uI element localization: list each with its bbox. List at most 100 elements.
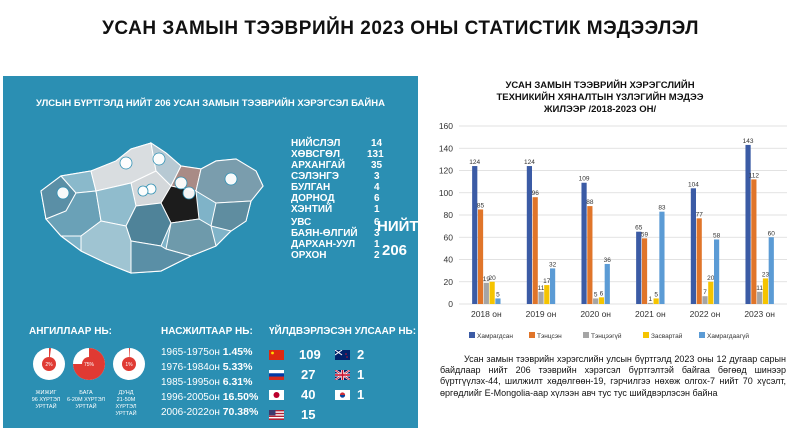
region-value: 2 <box>374 250 380 261</box>
region-value: 1 <box>374 239 380 250</box>
age-row: 1965-1975он 1.45% <box>161 346 252 358</box>
class-pie-charts: 2% 75% 1% <box>33 348 145 380</box>
bar-value-label: 11 <box>756 285 763 292</box>
region-name: ДОРНОД <box>291 193 335 204</box>
bar-value-label: 20 <box>707 275 715 282</box>
pie-label: БАГА 6-20М ХҮРТЭЛ УРТТАЙ <box>66 390 106 411</box>
bar-value-label: 1 <box>649 296 653 303</box>
age-row: 1985-1995он 6.31% <box>161 376 252 388</box>
bar <box>483 282 489 304</box>
y-tick-label: 100 <box>439 188 453 198</box>
description-text: Усан замын тээврийн хэрэгслийн улсын бүр… <box>440 354 786 398</box>
bar-value-label: 19 <box>483 276 491 283</box>
bar-value-label: 83 <box>658 205 666 212</box>
total-label: НИЙТ <box>377 218 418 235</box>
pie-label-line: 96 ХҮРТЭЛ <box>31 397 61 403</box>
region-name: ОРХОН <box>291 250 327 261</box>
page-title: УСАН ЗАМЫН ТЭЭВРИЙН 2023 ОНЫ СТАТИСТИК М… <box>102 18 699 39</box>
age-range: 1996-2005он <box>161 392 220 403</box>
region-value: 6 <box>374 217 380 228</box>
bar <box>477 209 484 304</box>
japan-flag-icon <box>269 390 284 400</box>
bar <box>653 298 659 304</box>
chart-title-line: ЖИЛЭЭР /2018-2023 ОН/ <box>543 104 657 115</box>
age-pct: 1.45% <box>222 346 253 358</box>
age-range: 1976-1984он <box>161 362 220 373</box>
bar <box>714 239 720 304</box>
country-value: 1 <box>357 367 365 382</box>
bar-value-label: 5 <box>594 291 598 298</box>
region-name: АРХАНГАЙ <box>291 160 346 171</box>
bar-value-label: 23 <box>762 271 770 278</box>
pie-label-line: БАГА <box>79 390 93 396</box>
y-tick-label: 40 <box>444 255 454 265</box>
legend-label: Засвартай <box>651 332 683 340</box>
bar <box>751 179 757 304</box>
country-value: 109 <box>299 347 321 362</box>
legend-label: Тэнцээгүй <box>591 332 622 340</box>
country-heading: ҮЙЛДВЭРЛЭСЭН УЛСААР НЬ: <box>269 326 417 337</box>
panel-heading: УЛСЫН БҮРТГЭЛД НИЙТ 206 УСАН ЗАМЫН ТЭЭВР… <box>36 98 385 109</box>
y-tick-label: 60 <box>444 232 454 242</box>
x-tick-label: 2020 он <box>580 309 611 319</box>
legend-swatch <box>583 332 589 338</box>
region-name: НИЙСЛЭЛ <box>291 138 341 149</box>
bar-value-label: 11 <box>538 285 545 292</box>
legend-label: Хамрагдаагүй <box>707 332 749 340</box>
y-tick-label: 80 <box>444 210 454 220</box>
pie-hole <box>42 357 56 371</box>
region-name: ДАРХАН-УУЛ <box>291 239 356 250</box>
bar <box>526 166 532 304</box>
bar-value-label: 143 <box>743 138 754 145</box>
pie-label-line: ЖИЖИГ <box>35 390 57 396</box>
region-name: БУЛГАН <box>291 182 331 193</box>
age-pct: 16.50% <box>222 391 259 403</box>
region-name: БАЯН-ӨЛГИЙ <box>291 228 358 239</box>
age-range: 1985-1995он <box>161 377 220 388</box>
pie-pct: 2% <box>45 362 53 368</box>
age-range: 2006-2022он <box>161 407 220 418</box>
bar <box>472 166 478 304</box>
new-zealand-flag-icon <box>335 350 350 360</box>
bar-value-label: 88 <box>586 199 594 206</box>
region-value: 4 <box>374 182 380 193</box>
uk-flag-icon <box>335 370 350 380</box>
country-value: 15 <box>301 407 316 422</box>
legend-swatch <box>643 332 649 338</box>
chart-title-line: ТЕХНИКИЙН ХЯНАЛТЫН ҮЗЛЭГИЙН МЭДЭЭ <box>496 92 704 103</box>
pie-label-line: УРТТАЙ <box>75 404 97 410</box>
legend-swatch <box>699 332 705 338</box>
pie-label-line: 21-50М ХҮРТЭЛ <box>115 397 137 410</box>
region-value: 35 <box>371 160 383 171</box>
bar <box>641 238 648 304</box>
bar <box>757 291 763 304</box>
russia-flag-icon <box>269 370 284 380</box>
x-tick-label: 2022 он <box>690 309 721 319</box>
bar <box>544 285 550 304</box>
x-tick-label: 2023 он <box>744 309 775 319</box>
age-pct: 6.31% <box>222 376 253 388</box>
bar-value-label: 65 <box>635 225 643 232</box>
bar <box>636 231 642 304</box>
bar-value-label: 124 <box>469 159 480 166</box>
bar <box>495 298 501 304</box>
x-tick-label: 2021 он <box>635 309 666 319</box>
pie-hole <box>82 357 96 371</box>
legend-label: Хамрагдсан <box>477 333 513 340</box>
x-tick-label: 2019 он <box>526 309 557 319</box>
country-value: 1 <box>357 387 365 402</box>
infographic-panel: УЛСЫН БҮРТГЭЛД НИЙТ 206 УСАН ЗАМЫН ТЭЭВР… <box>3 76 418 428</box>
bar-value-label: 96 <box>532 190 540 197</box>
age-pct: 5.33% <box>222 361 253 373</box>
bar-value-label: 85 <box>477 202 485 209</box>
y-tick-label: 140 <box>439 143 453 153</box>
bar <box>587 206 593 304</box>
age-heading: НАСЖИЛТААР НЬ: <box>161 326 253 337</box>
chart-title: УСАН ЗАМЫН ТЭЭВРИЙН ХЭРЭГСЛИЙН ТЕХНИКИЙН… <box>435 80 765 116</box>
country-value: 27 <box>301 367 316 382</box>
bar <box>647 302 653 304</box>
region-value: 6 <box>374 193 380 204</box>
bar-value-label: 58 <box>713 232 721 239</box>
class-heading: АНГИЛЛААР НЬ: <box>29 326 112 337</box>
